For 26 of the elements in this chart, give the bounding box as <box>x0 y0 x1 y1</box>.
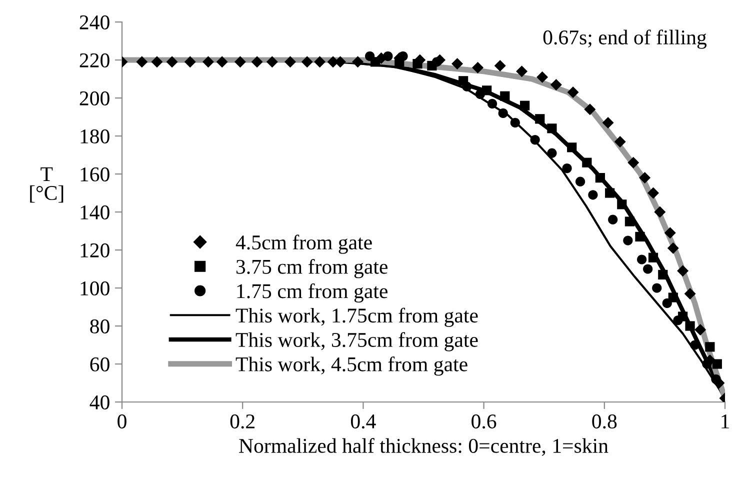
y-tick-label: 220 <box>80 53 110 68</box>
y-tick-label: 60 <box>90 357 110 372</box>
legend-label: 1.75 cm from gate <box>237 283 388 303</box>
y-tick-label: 100 <box>80 281 110 296</box>
y-tick-label: 140 <box>80 205 110 220</box>
legend-label: 3.75 cm from gate <box>236 259 388 278</box>
x-tick-label: 1 <box>722 414 729 428</box>
x-axis-title: Normalized half thickness: 0=centre, 1=skin <box>239 438 608 456</box>
y-tick-label: 120 <box>80 243 110 258</box>
y-tick-label: 200 <box>80 91 110 106</box>
y-tick-label: 160 <box>80 167 110 182</box>
y-axis-title: T [°C] <box>30 167 64 203</box>
y-tick-label: 180 <box>80 129 110 144</box>
legend-label: 4.5cm from gate <box>236 234 372 254</box>
legend-label: This work, 3.75cm from gate <box>236 332 478 352</box>
y-tick-label: 80 <box>90 319 110 334</box>
x-tick-label: 0 <box>118 414 126 428</box>
annotation: 0.67s; end of filling <box>543 30 707 49</box>
legend-label: This work, 1.75cm from gate <box>236 308 478 327</box>
x-tick-label: 0.4 <box>350 414 376 429</box>
legend-label: This work, 4.5cm from gate <box>236 356 468 376</box>
x-tick-label: 0.2 <box>230 414 254 429</box>
y-tick-label: 40 <box>90 395 110 410</box>
x-tick-label: 0.6 <box>472 414 496 429</box>
x-tick-label: 0.8 <box>592 414 617 429</box>
y-tick-label: 240 <box>80 15 110 30</box>
